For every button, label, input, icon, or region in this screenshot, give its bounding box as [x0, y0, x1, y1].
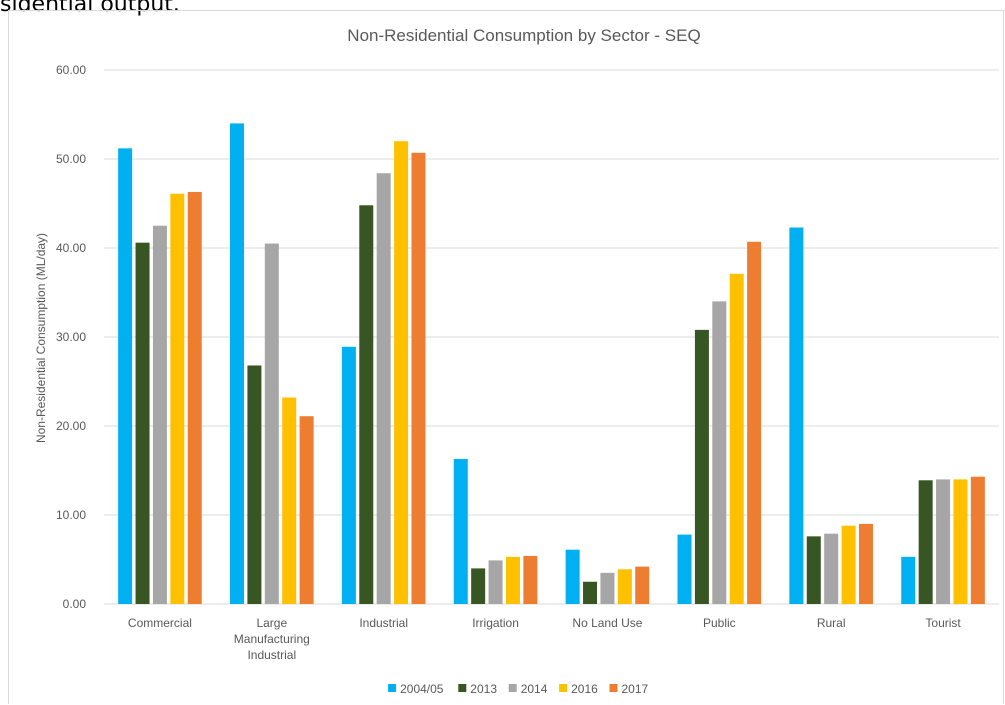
bar: [341, 346, 356, 604]
bar: [505, 556, 520, 604]
x-tick-label: No Land Use: [572, 616, 642, 630]
bar: [135, 242, 150, 604]
bar: [858, 523, 873, 604]
y-tick-labels: 0.00 10.00 20.00 30.00 40.00 50.00 60.00: [56, 63, 86, 611]
bar: [677, 534, 692, 604]
x-tick-label: Industrial: [359, 616, 408, 630]
bars: [118, 123, 985, 605]
bar: [729, 273, 744, 604]
legend-label: 2014: [521, 682, 548, 696]
legend-swatch: [508, 684, 517, 692]
bar: [118, 148, 133, 604]
bar: [394, 141, 409, 604]
bar: [523, 555, 538, 604]
y-tick-label: 40.00: [56, 241, 86, 255]
bar: [376, 173, 391, 605]
bar: [359, 205, 374, 604]
bar: [187, 191, 202, 604]
truncated-caption-text: sidential output.: [0, 0, 180, 17]
x-tick-label: Tourist: [925, 616, 961, 630]
bar: [471, 568, 486, 604]
bar: [806, 536, 821, 604]
x-tick-label: Commercial: [128, 616, 192, 630]
legend-swatch: [458, 684, 467, 692]
legend-label: 2004/05: [400, 682, 444, 696]
bar: [600, 572, 615, 604]
bar: [918, 480, 933, 604]
bar: [789, 227, 804, 604]
x-tick-label: Irrigation: [472, 616, 519, 630]
bar: [583, 581, 598, 604]
bar: [617, 569, 632, 604]
legend-label: 2016: [571, 682, 598, 696]
y-axis-label: Non-Residential Consumption (ML/day): [34, 233, 48, 443]
y-tick-label: 30.00: [56, 330, 86, 344]
bar: [565, 549, 580, 604]
bar: [152, 225, 167, 604]
x-tick-label: Public: [703, 616, 736, 630]
y-tick-label: 0.00: [63, 597, 87, 611]
bar: [230, 123, 245, 605]
bar: [901, 556, 916, 604]
bar: [953, 479, 968, 604]
bar: [936, 479, 951, 604]
y-tick-label: 50.00: [56, 152, 86, 166]
legend: 2004/05 2013 2014 2016 2017: [388, 682, 649, 696]
bar: [712, 301, 727, 604]
legend-label: 2013: [470, 682, 497, 696]
bar: [747, 241, 762, 604]
bar-chart: Non-Residential Consumption by Sector - …: [34, 26, 999, 696]
bar: [247, 365, 262, 604]
bar: [282, 397, 297, 604]
bar: [488, 560, 503, 604]
legend-swatch: [609, 684, 618, 692]
bar: [841, 525, 856, 604]
bar: [635, 566, 650, 604]
y-tick-label: 60.00: [56, 63, 86, 77]
legend-swatch: [388, 684, 397, 692]
bar: [970, 476, 985, 604]
x-tick-label: Rural: [817, 616, 846, 630]
bar: [264, 243, 279, 605]
x-tick-labels: Commercial Large Manufacturing Industrial In…: [128, 616, 961, 662]
bar: [170, 193, 185, 604]
bar: [411, 152, 426, 604]
chart-frame: Non-Residential Consumption by Sector - …: [8, 10, 1004, 704]
y-tick-label: 20.00: [56, 419, 86, 433]
bar: [299, 416, 314, 604]
bar: [453, 458, 468, 604]
legend-swatch: [559, 684, 568, 692]
y-tick-label: 10.00: [56, 508, 86, 522]
bar: [824, 533, 839, 604]
legend-label: 2017: [622, 682, 649, 696]
bar: [694, 329, 709, 604]
chart-title: Non-Residential Consumption by Sector - …: [347, 26, 700, 45]
x-tick-label: Large Manufacturing Industrial: [234, 616, 310, 662]
